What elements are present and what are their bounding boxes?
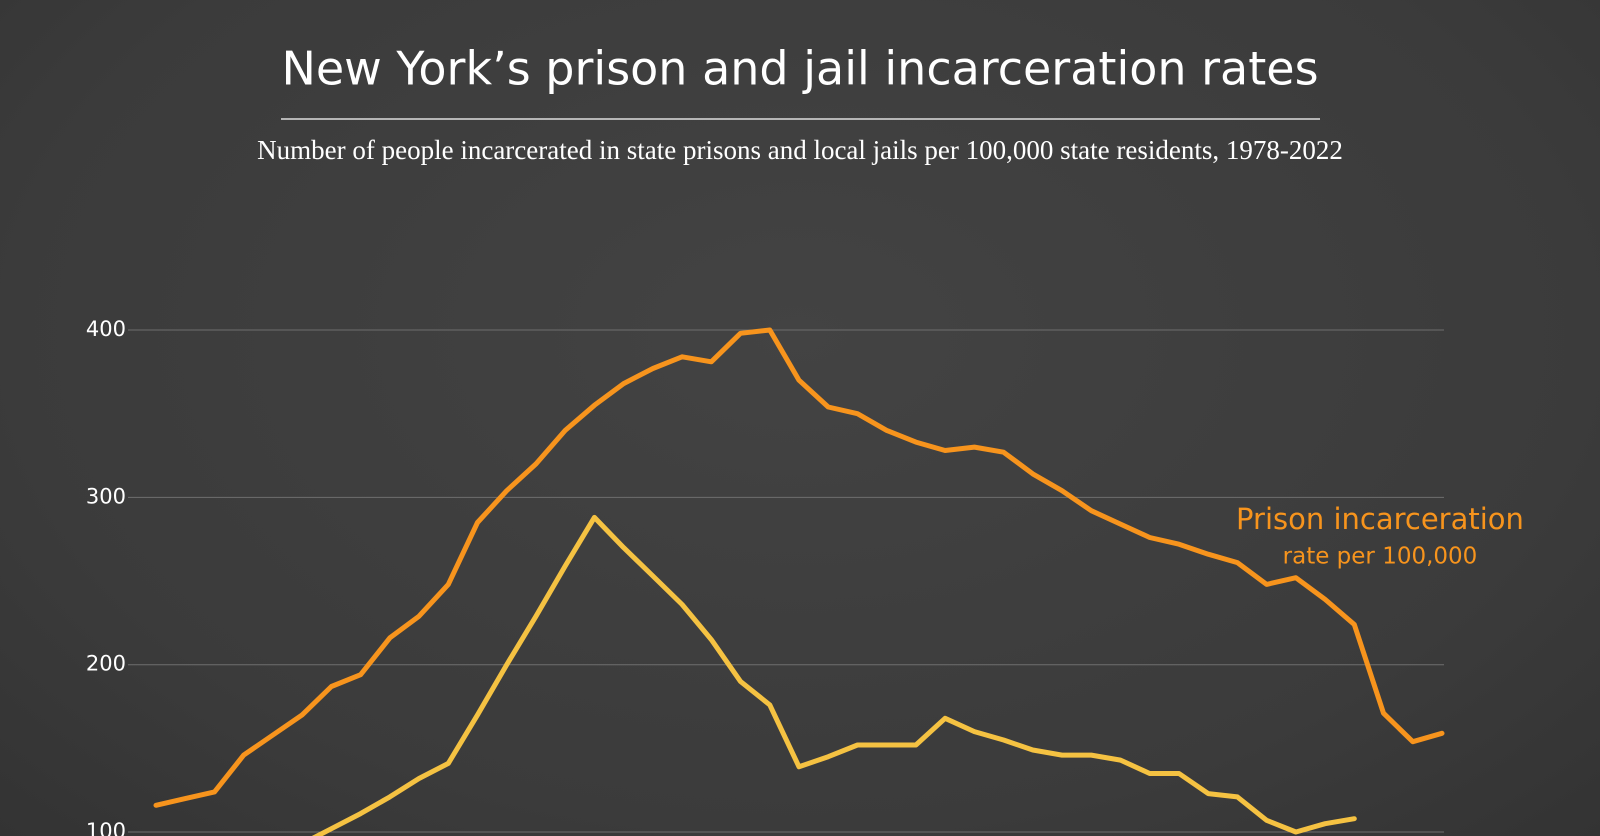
series-label: Prison incarceration <box>1236 502 1524 536</box>
chart-subtitle: Number of people incarcerated in state p… <box>257 135 1343 165</box>
chart-title: New York’s prison and jail incarceration… <box>281 42 1318 96</box>
series-line <box>311 514 1357 836</box>
y-tick-label: 300 <box>86 484 126 508</box>
y-tick-label: 200 <box>86 652 126 676</box>
series-line <box>153 327 1445 808</box>
y-tick-label: 400 <box>86 317 126 341</box>
y-tick-label: 100 <box>86 819 126 836</box>
annotation: rate per 100,000 <box>1283 544 1478 570</box>
